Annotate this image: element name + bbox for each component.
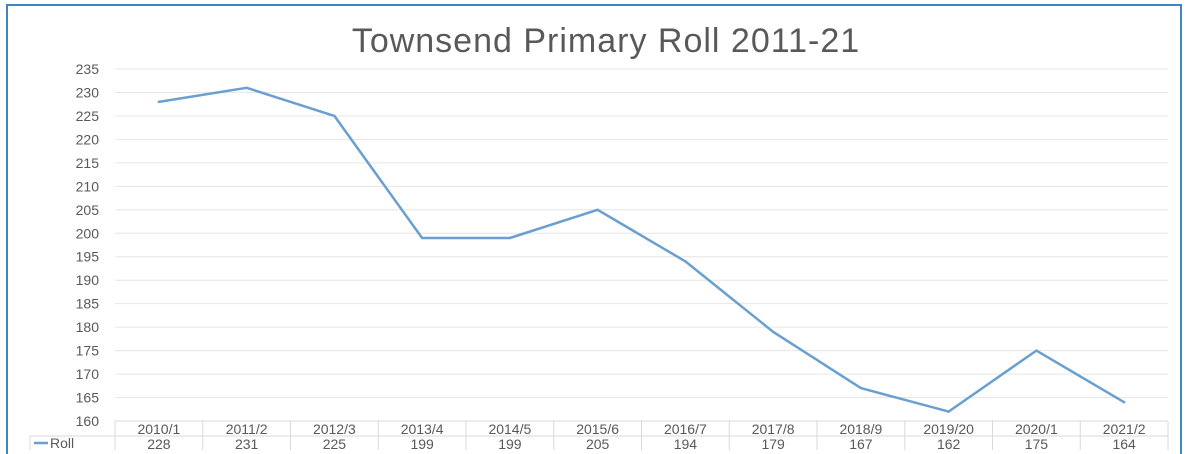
data-point <box>947 410 950 413</box>
x-category-label: 2016/7 <box>664 421 707 437</box>
y-tick-label: 230 <box>76 84 100 100</box>
data-table-value: 225 <box>323 436 347 450</box>
data-point <box>596 208 599 211</box>
x-category-label: 2019/20 <box>923 421 974 437</box>
x-category-label: 2010/1 <box>137 421 180 437</box>
y-tick-label: 190 <box>76 272 100 288</box>
x-category-label: 2021/2 <box>1103 421 1146 437</box>
y-tick-label: 225 <box>76 108 100 124</box>
y-tick-label: 210 <box>76 178 100 194</box>
data-point <box>1035 349 1038 352</box>
series-line-roll <box>157 86 1126 413</box>
data-table: 2010/1 2011/2 2012/3 2013/4 2014/5 2015/6 2016… <box>29 420 1169 450</box>
data-table-value: 179 <box>761 436 785 450</box>
data-table-value: 205 <box>586 436 610 450</box>
data-point <box>333 114 336 118</box>
x-category-label: 2011/2 <box>226 421 268 437</box>
data-point <box>508 236 512 240</box>
data-point <box>245 86 248 89</box>
y-tick-label: 160 <box>76 413 100 429</box>
data-table-value: 231 <box>235 436 259 450</box>
chart-frame <box>6 4 1182 454</box>
data-table-value: 228 <box>147 436 171 450</box>
data-point <box>684 260 687 263</box>
data-table-value: 167 <box>849 436 873 450</box>
legend-label: Roll <box>50 435 74 450</box>
data-table-value: 175 <box>1025 436 1049 450</box>
x-category-label: 2013/4 <box>401 421 444 437</box>
x-category-label: 2018/9 <box>839 421 882 437</box>
y-tick-label: 175 <box>76 343 100 359</box>
y-tick-label: 185 <box>76 296 100 312</box>
x-category-label: 2020/1 <box>1015 421 1058 437</box>
y-tick-label: 170 <box>76 366 100 382</box>
y-axis-ticks: 160 165 170 175 180 185 190 195 200 205 210 215 220 2… <box>76 61 100 429</box>
x-category-label: 2014/5 <box>488 421 531 437</box>
x-category-label: 2017/8 <box>752 421 795 437</box>
data-table-value: 194 <box>674 436 698 450</box>
data-point <box>1122 401 1126 404</box>
y-tick-label: 220 <box>76 131 100 147</box>
y-tick-label: 165 <box>76 390 100 406</box>
data-table-value: 199 <box>410 436 434 450</box>
data-point <box>771 330 775 334</box>
data-table-value: 164 <box>1112 436 1136 450</box>
y-tick-label: 195 <box>76 249 100 265</box>
y-tick-label: 235 <box>76 61 100 77</box>
data-point <box>420 236 424 240</box>
grid <box>115 68 1168 422</box>
x-category-label: 2015/6 <box>576 421 619 437</box>
series-layer <box>157 86 1126 413</box>
data-point <box>859 386 863 390</box>
y-tick-label: 200 <box>76 225 100 241</box>
data-point <box>157 100 161 104</box>
y-tick-label: 215 <box>76 155 100 171</box>
data-table-value: 162 <box>937 436 961 450</box>
x-category-label: 2012/3 <box>313 421 356 437</box>
data-table-value: 199 <box>498 436 522 450</box>
y-tick-label: 180 <box>76 319 100 335</box>
y-tick-label: 205 <box>76 202 100 218</box>
chart-title: Townsend Primary Roll 2011-21 <box>352 22 860 60</box>
